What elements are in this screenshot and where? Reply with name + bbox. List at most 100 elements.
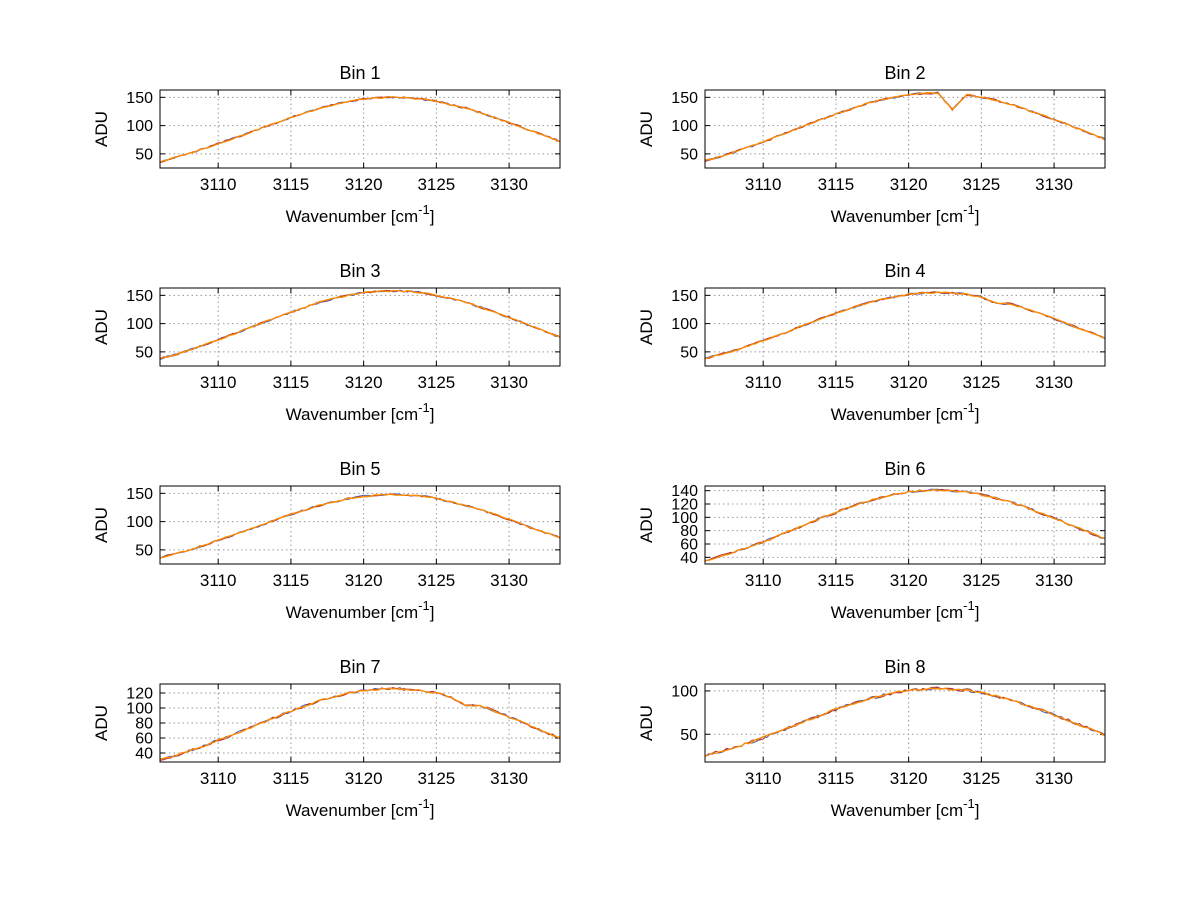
subplot-title: Bin 3 — [339, 261, 380, 281]
x-tick-label: 3125 — [962, 571, 1000, 590]
y-tick-label: 100 — [671, 683, 698, 700]
x-tick-label: 3125 — [417, 571, 455, 590]
x-axis-label: Wavenumber [cm-1] — [831, 202, 980, 226]
x-tick-label: 3125 — [962, 373, 1000, 392]
x-tick-label: 3130 — [490, 571, 528, 590]
y-axis-label: ADU — [637, 507, 656, 543]
x-tick-label: 3120 — [890, 175, 928, 194]
x-tick-label: 3115 — [818, 373, 855, 392]
y-axis-label: ADU — [637, 309, 656, 345]
spectrum-line — [160, 493, 560, 559]
y-axis-label: ADU — [92, 111, 111, 147]
x-tick-label: 3120 — [345, 175, 383, 194]
y-tick-label: 100 — [126, 514, 153, 531]
subplot-bin-8: 50 100 3110 3115 3120 3125 3130 Bin 8 ADU Wavenum… — [620, 649, 1165, 847]
subplot-bin-1: 50 100 150 3110 3115 3120 3125 3130 Bin 1 ADU Wave… — [75, 55, 620, 253]
subplot-bin-4: 50 100 150 3110 3115 3120 3125 3130 Bin 4 ADU Wave… — [620, 253, 1165, 451]
y-tick-label: 50 — [135, 344, 153, 361]
y-tick-label: 150 — [671, 90, 698, 107]
x-tick-label: 3115 — [273, 175, 310, 194]
x-tick-label: 3115 — [273, 571, 310, 590]
x-tick-label: 3110 — [200, 373, 237, 392]
y-tick-label: 100 — [671, 316, 698, 333]
y-tick-label: 100 — [671, 118, 698, 135]
y-tick-label: 100 — [126, 118, 153, 135]
subplot-title: Bin 8 — [884, 657, 925, 677]
subplot-svg-1: 50 100 150 3110 3115 3120 3125 3130 Bin 1 ADU Wave… — [92, 63, 561, 226]
y-tick-label: 150 — [126, 486, 153, 503]
plot-axes — [159, 89, 561, 169]
subplot-title: Bin 2 — [884, 63, 925, 83]
x-tick-label: 3120 — [345, 373, 383, 392]
x-tick-label: 3130 — [490, 769, 528, 788]
spectrum-line — [160, 96, 560, 163]
y-axis-label: ADU — [92, 309, 111, 345]
x-axis-label: Wavenumber [cm-1] — [831, 598, 980, 622]
spectrum-line — [705, 686, 1105, 757]
spectrum-line — [705, 488, 1105, 562]
subplot-svg-3: 50 100 150 3110 3115 3120 3125 3130 Bin 3 ADU Wave… — [92, 261, 561, 424]
y-tick-label: 120 — [126, 686, 153, 703]
x-tick-label: 3130 — [490, 373, 528, 392]
x-tick-label: 3130 — [1035, 175, 1073, 194]
subplot-title: Bin 1 — [339, 63, 380, 83]
y-tick-label: 80 — [135, 716, 153, 733]
plot-axes — [704, 287, 1106, 367]
spectrum-line — [160, 289, 560, 360]
y-tick-label: 150 — [671, 288, 698, 305]
plot-axes — [704, 485, 1106, 565]
x-tick-label: 3125 — [962, 175, 1000, 194]
y-tick-label: 60 — [135, 731, 153, 748]
subplot-bin-5: 50 100 150 3110 3115 3120 3125 3130 Bin 5 ADU Wave… — [75, 451, 620, 649]
spectrum-line — [705, 488, 1105, 562]
x-tick-label: 3110 — [745, 373, 782, 392]
spectrum-line — [705, 291, 1105, 360]
subplot-bin-3: 50 100 150 3110 3115 3120 3125 3130 Bin 3 ADU Wave… — [75, 253, 620, 451]
y-axis-label: ADU — [92, 705, 111, 741]
y-axis-label: ADU — [637, 705, 656, 741]
x-tick-label: 3110 — [200, 769, 237, 788]
x-tick-label: 3125 — [417, 373, 455, 392]
y-tick-label: 60 — [680, 537, 698, 554]
x-tick-label: 3115 — [818, 571, 855, 590]
x-axis-label: Wavenumber [cm-1] — [831, 400, 980, 424]
plot-axes — [704, 683, 1106, 763]
x-tick-label: 3120 — [890, 769, 928, 788]
x-tick-label: 3120 — [890, 571, 928, 590]
subplot-title: Bin 4 — [884, 261, 925, 281]
x-tick-label: 3110 — [745, 571, 782, 590]
y-tick-label: 50 — [135, 146, 153, 163]
y-tick-label: 40 — [135, 746, 153, 763]
x-tick-label: 3115 — [818, 175, 855, 194]
x-tick-label: 3115 — [273, 769, 310, 788]
spectrum-line — [160, 289, 560, 360]
subplot-svg-5: 50 100 150 3110 3115 3120 3125 3130 Bin 5 ADU Wave… — [92, 459, 561, 622]
y-tick-label: 80 — [680, 523, 698, 540]
x-tick-label: 3120 — [345, 571, 383, 590]
subplot-bin-2: 50 100 150 3110 3115 3120 3125 3130 Bin 2 ADU Wave… — [620, 55, 1165, 253]
subplot-svg-8: 50 100 3110 3115 3120 3125 3130 Bin 8 ADU Wavenum… — [637, 657, 1106, 820]
y-axis-label: ADU — [92, 507, 111, 543]
y-tick-label: 150 — [126, 288, 153, 305]
x-tick-label: 3115 — [818, 769, 855, 788]
subplot-title: Bin 7 — [339, 657, 380, 677]
plot-axes — [159, 287, 561, 367]
spectrum-line — [160, 687, 560, 761]
y-tick-label: 100 — [126, 316, 153, 333]
y-tick-label: 140 — [671, 483, 698, 500]
x-tick-label: 3110 — [200, 571, 237, 590]
x-tick-label: 3110 — [200, 175, 237, 194]
x-tick-label: 3130 — [1035, 769, 1073, 788]
plot-axes — [159, 683, 561, 763]
spectrum-line — [705, 291, 1105, 360]
y-tick-label: 50 — [680, 146, 698, 163]
x-tick-label: 3115 — [273, 373, 310, 392]
spectrum-line — [160, 96, 560, 163]
subplot-title: Bin 5 — [339, 459, 380, 479]
subplot-bin-6: 40 60 80 100 120 140 3110 3115 3120 3125 3130 Bin 6… — [620, 451, 1165, 649]
x-tick-label: 3125 — [417, 769, 455, 788]
x-tick-label: 3130 — [1035, 373, 1073, 392]
spectrum-line — [705, 291, 1105, 359]
